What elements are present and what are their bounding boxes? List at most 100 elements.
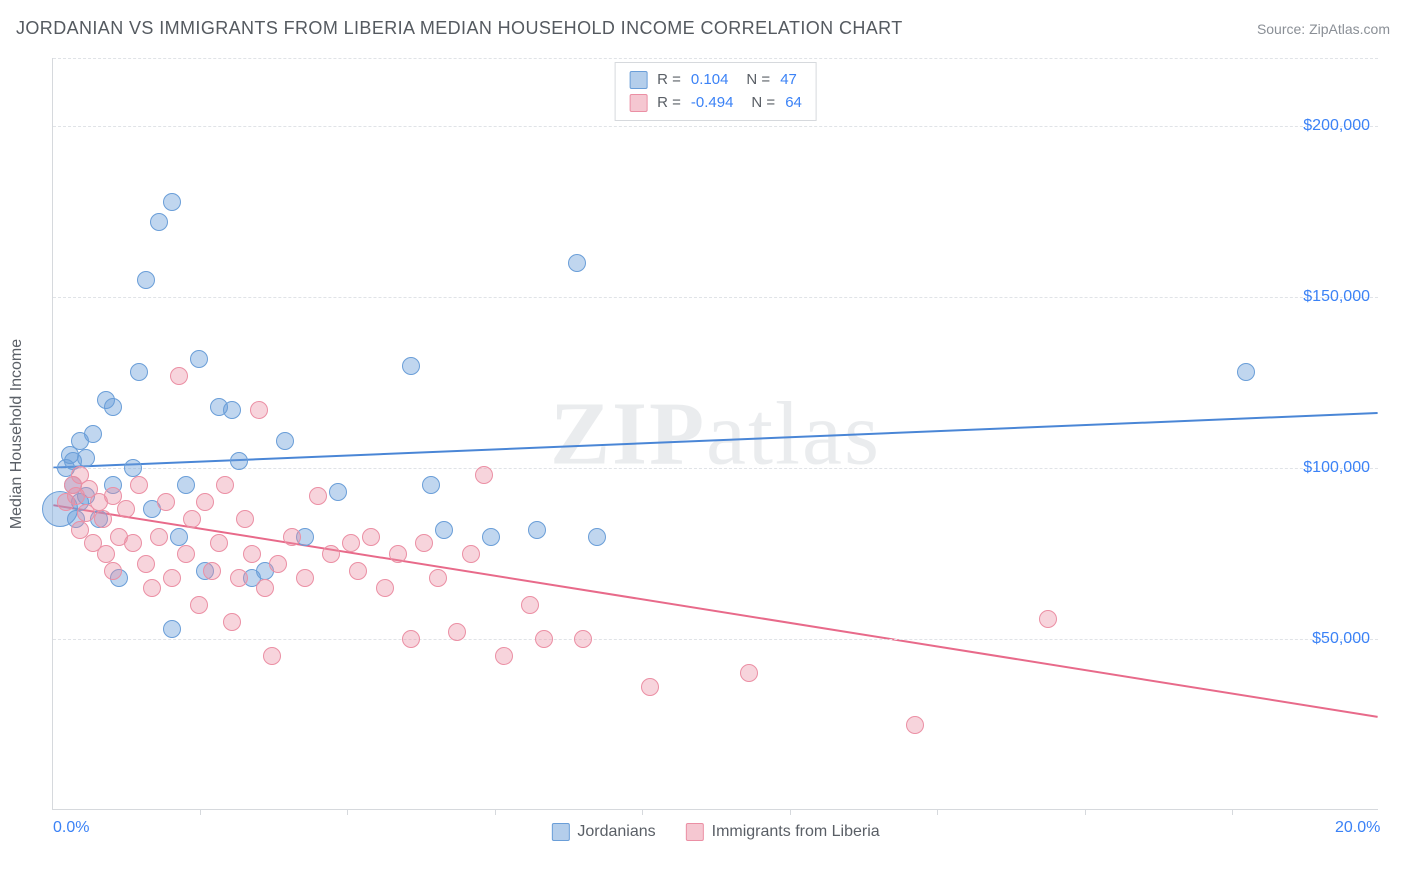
stats-legend: R = 0.104 N = 47 R = -0.494 N = 64 <box>614 62 817 121</box>
data-point <box>230 569 248 587</box>
y-axis-title: Median Household Income <box>8 338 26 528</box>
data-point <box>269 555 287 573</box>
data-point <box>740 664 758 682</box>
data-point <box>130 363 148 381</box>
data-point <box>196 493 214 511</box>
data-point <box>243 545 261 563</box>
stats-row-jordanians: R = 0.104 N = 47 <box>629 69 802 92</box>
data-point <box>309 487 327 505</box>
data-point <box>528 521 546 539</box>
data-point <box>906 716 924 734</box>
data-point <box>349 562 367 580</box>
gridline <box>53 58 1378 59</box>
stats-row-liberia: R = -0.494 N = 64 <box>629 92 802 115</box>
data-point <box>84 425 102 443</box>
correlation-chart: Median Household Income ZIPatlas R = 0.1… <box>52 58 1378 810</box>
data-point <box>150 213 168 231</box>
y-tick-label: $200,000 <box>1303 117 1370 135</box>
x-tick-mark <box>642 809 643 815</box>
x-tick-mark <box>1232 809 1233 815</box>
legend-item-jordanians: Jordanians <box>551 823 655 841</box>
gridline <box>53 639 1378 640</box>
x-tick-mark <box>200 809 201 815</box>
data-point <box>574 630 592 648</box>
data-point <box>236 510 254 528</box>
data-point <box>104 398 122 416</box>
swatch-icon <box>629 71 647 89</box>
data-point <box>568 254 586 272</box>
data-point <box>389 545 407 563</box>
data-point <box>402 630 420 648</box>
data-point <box>521 596 539 614</box>
data-point <box>283 528 301 546</box>
data-point <box>163 569 181 587</box>
swatch-icon <box>551 823 569 841</box>
data-point <box>77 449 95 467</box>
swatch-icon <box>686 823 704 841</box>
source-label: Source: ZipAtlas.com <box>1257 21 1390 37</box>
data-point <box>448 623 466 641</box>
data-point <box>203 562 221 580</box>
data-point <box>588 528 606 546</box>
data-point <box>210 534 228 552</box>
data-point <box>342 534 360 552</box>
data-point <box>376 579 394 597</box>
data-point <box>641 678 659 696</box>
x-tick-label: 0.0% <box>53 819 89 837</box>
data-point <box>475 466 493 484</box>
data-point <box>124 534 142 552</box>
data-point <box>256 579 274 597</box>
x-tick-mark <box>937 809 938 815</box>
data-point <box>422 476 440 494</box>
data-point <box>97 545 115 563</box>
data-point <box>163 193 181 211</box>
data-point <box>170 528 188 546</box>
data-point <box>183 510 201 528</box>
data-point <box>150 528 168 546</box>
data-point <box>94 510 112 528</box>
data-point <box>322 545 340 563</box>
data-point <box>216 476 234 494</box>
x-tick-label: 20.0% <box>1335 819 1380 837</box>
watermark: ZIPatlas <box>550 382 881 485</box>
data-point <box>1039 610 1057 628</box>
data-point <box>362 528 380 546</box>
y-tick-label: $150,000 <box>1303 288 1370 306</box>
gridline <box>53 126 1378 127</box>
data-point <box>495 647 513 665</box>
data-point <box>250 401 268 419</box>
data-point <box>223 401 241 419</box>
data-point <box>402 357 420 375</box>
data-point <box>137 271 155 289</box>
bottom-legend: Jordanians Immigrants from Liberia <box>551 823 879 841</box>
data-point <box>137 555 155 573</box>
data-point <box>177 545 195 563</box>
data-point <box>117 500 135 518</box>
data-point <box>177 476 195 494</box>
swatch-icon <box>629 94 647 112</box>
data-point <box>296 569 314 587</box>
x-tick-mark <box>347 809 348 815</box>
trend-lines <box>53 58 1378 809</box>
data-point <box>435 521 453 539</box>
data-point <box>230 452 248 470</box>
data-point <box>190 596 208 614</box>
x-tick-mark <box>1085 809 1086 815</box>
data-point <box>170 367 188 385</box>
gridline <box>53 468 1378 469</box>
y-tick-label: $50,000 <box>1312 630 1370 648</box>
page-title: JORDANIAN VS IMMIGRANTS FROM LIBERIA MED… <box>16 18 903 39</box>
y-tick-label: $100,000 <box>1303 459 1370 477</box>
data-point <box>104 562 122 580</box>
data-point <box>190 350 208 368</box>
data-point <box>263 647 281 665</box>
data-point <box>415 534 433 552</box>
data-point <box>157 493 175 511</box>
x-tick-mark <box>495 809 496 815</box>
data-point <box>1237 363 1255 381</box>
data-point <box>276 432 294 450</box>
data-point <box>163 620 181 638</box>
data-point <box>124 459 142 477</box>
data-point <box>429 569 447 587</box>
data-point <box>130 476 148 494</box>
